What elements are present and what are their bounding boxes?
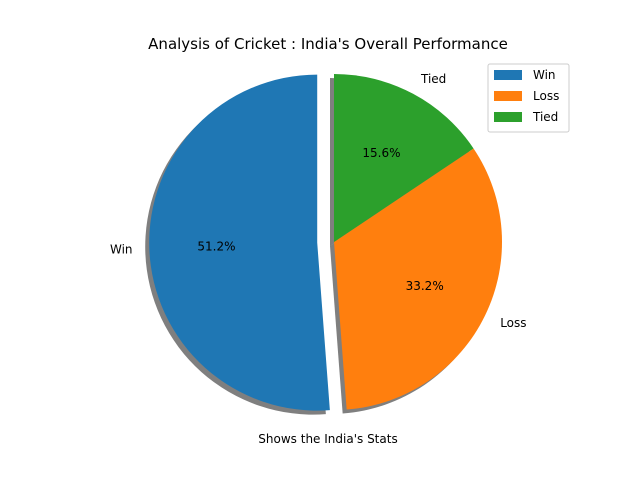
legend-swatch-loss: [494, 91, 522, 101]
legend: Win Loss Tied: [487, 63, 570, 133]
legend-swatch-tied: [494, 112, 522, 122]
pie-slice-tied: [334, 74, 474, 242]
slice-label-win: Win: [110, 243, 133, 257]
slice-labels: Win 51.2% Loss 33.2% Tied 15.6%: [110, 72, 527, 330]
legend-label-win: Win: [533, 68, 556, 82]
slice-label-tied: Tied: [420, 72, 446, 86]
pie-slices: [149, 74, 502, 411]
x-axis-label: Shows the India's Stats: [258, 432, 397, 446]
legend-swatch-win: [494, 70, 522, 80]
pie-slice-loss: [334, 148, 502, 410]
pie-slice-win: [149, 74, 330, 411]
slice-percent-tied: 15.6%: [362, 146, 400, 160]
slice-percent-win: 51.2%: [197, 239, 235, 253]
legend-label-loss: Loss: [533, 89, 559, 103]
legend-label-tied: Tied: [532, 110, 558, 124]
slice-percent-loss: 33.2%: [406, 279, 444, 293]
slice-label-loss: Loss: [500, 316, 526, 330]
chart-title: Analysis of Cricket : India's Overall Pe…: [148, 35, 508, 53]
